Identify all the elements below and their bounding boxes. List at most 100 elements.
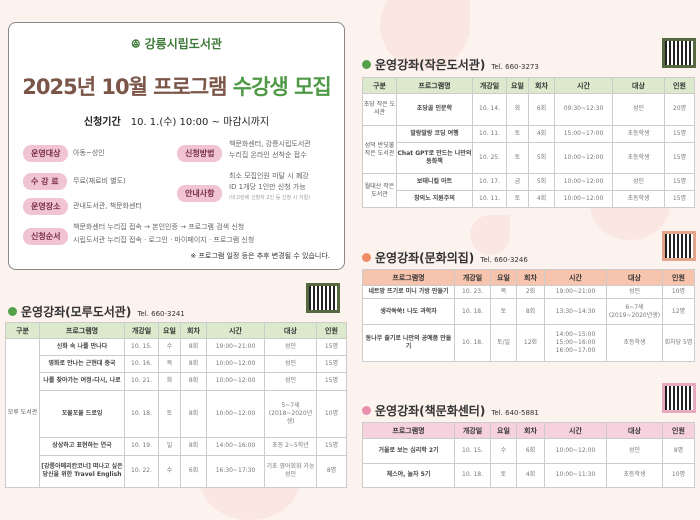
table-cell: 10. 18. xyxy=(454,298,491,325)
qr-code-culture-house[interactable] xyxy=(662,231,696,261)
table-cell: 15명 xyxy=(316,437,347,456)
column-header: 시간 xyxy=(544,422,607,439)
table-cell: 10. 18. xyxy=(454,323,491,363)
table-cell: 성인 xyxy=(606,438,663,464)
section-title-moru: 운영강좌(모루도서관) Tel. 660-3241 xyxy=(8,303,185,320)
table-cell: 4회 xyxy=(516,462,545,488)
table-cell: 12명 xyxy=(662,298,695,325)
column-header: 프로그램명 xyxy=(362,422,455,439)
column-header: 요일 xyxy=(158,322,181,339)
moru-program-table: 구분 프로그램명 개강일 요일 회차 시간 대상 인원 모루 도서관 신화 속 나를 만나다 10.… xyxy=(5,322,347,488)
bullet-icon xyxy=(362,60,371,69)
table-cell: 초등학생 xyxy=(606,462,663,488)
table-cell: 토 xyxy=(158,389,181,439)
table-row: 체스야, 놀자 5기 10. 18. 토 4회 10:00~11:30 초등학생 10명 xyxy=(362,462,695,488)
column-header: 인원 xyxy=(664,77,695,94)
group-cell: 모루 도서관 xyxy=(5,338,40,488)
table-row: 성덕 반딧불 작은 도서관 말랑말랑 코딩 여행 10. 11. 토 4회 15:00~1… xyxy=(362,124,695,175)
table-cell: 10:00~12:00 xyxy=(544,438,607,464)
table-cell: 수 xyxy=(158,454,181,488)
table-cell: 초등학생 xyxy=(612,190,665,208)
table-cell: 10:00~11:30 xyxy=(544,462,607,488)
order-value: 책문화센터 누리집 접속 → 본인인증 → 프로그램 검색 신청 시립도서관 누리… xyxy=(73,223,255,244)
small-libraries-program-table: 구분 프로그램명 개강일 요일 회차 시간 대상 인원 초당 작은 도서관 초당골 인문학 10. … xyxy=(362,77,695,208)
table-cell: 10. 22. xyxy=(124,454,159,488)
table-cell: 화 xyxy=(158,372,181,391)
table-cell: 6~7세 (2019~2020년생) xyxy=(606,298,663,325)
header-row: 구분 프로그램명 개강일 요일 회차 시간 대상 인원 xyxy=(362,77,695,94)
table-cell: 2회 xyxy=(516,284,545,300)
table-cell: 8명 xyxy=(316,454,347,488)
table-cell: 6회 xyxy=(516,438,545,464)
group-cell: 월대산 작은 도서관 xyxy=(362,173,397,208)
qr-code-small-libraries[interactable] xyxy=(662,38,696,68)
program-name-cell: 체스야, 놀자 5기 xyxy=(362,462,455,488)
program-name-cell: 신화 속 나를 만나다 xyxy=(39,337,125,357)
book-culture-center-program-table: 프로그램명 개강일 요일 회차 시간 대상 인원 거울로 보는 심리학 2기 10. 15. 수 6… xyxy=(362,422,695,488)
recruitment-card: ꔮ 강릉시립도서관 2025년 10월 프로그램 수강생 모집 신청기간 10. … xyxy=(8,22,345,270)
bullet-icon xyxy=(362,253,371,262)
program-name-cell: 네트망 뜨기로 미니 가방 만들기 xyxy=(362,284,455,300)
table-cell: 10. 17. xyxy=(472,173,507,192)
program-name-cell: 말랑말랑 코딩 여행 xyxy=(396,124,473,143)
table-cell: 6회 xyxy=(528,93,555,126)
column-header: 대상 xyxy=(606,422,663,439)
logo-icon: ꔮ xyxy=(131,37,145,51)
program-name-cell: 거울로 보는 심리학 2기 xyxy=(362,438,455,464)
table-cell: 8명 xyxy=(662,438,695,464)
table-row: 꼬물꼬물 드로잉 10. 18. 토 8회 10:00~12:00 5~7세 (2018~… xyxy=(6,389,347,439)
bullet-icon xyxy=(8,307,17,316)
table-cell: 14:00~15:00 15:00~16:00 16:00~17:00 xyxy=(544,323,607,363)
table-cell: 15:00~17:00 xyxy=(554,124,613,143)
fee-label: 수 강 료 xyxy=(23,173,67,190)
table-cell: 기초 영어회화 가능 성인 xyxy=(264,454,317,488)
column-header: 프로그램명 xyxy=(396,77,473,94)
table-cell: 14:00~16:00 xyxy=(206,437,265,456)
table-cell: 4회 xyxy=(528,190,555,208)
library-logo: ꔮ 강릉시립도서관 xyxy=(131,37,222,51)
table-row: 네트망 뜨기로 미니 가방 만들기 10. 23. 목 2회 19:00~21:00 성인… xyxy=(362,284,695,300)
table-cell: 10. 18. xyxy=(124,389,159,439)
column-header: 대상 xyxy=(612,77,665,94)
table-row: 생각쑥쑥! 나도 과학자 10. 18. 토 8회 13:30~14:30 6~7세 (2… xyxy=(362,298,695,325)
culture-house-program-table: 프로그램명 개강일 요일 회차 시간 대상 인원 네트망 뜨기로 미니 가방 만들기 10. 2… xyxy=(362,269,695,363)
table-cell: 19:00~21:00 xyxy=(206,337,265,357)
qr-code-moru[interactable] xyxy=(306,283,340,313)
program-name-cell: 동나무 줄기로 나만의 공예품 만들기 xyxy=(362,323,455,363)
table-cell: 10. 16. xyxy=(124,355,159,374)
table-cell: 10:00~12:00 xyxy=(554,173,613,192)
program-name-cell: 나를 찾아가는 여정-다시, 나로 xyxy=(39,372,125,391)
table-cell: 10:00~12:00 xyxy=(554,190,613,208)
column-header: 개강일 xyxy=(454,269,491,286)
program-name-cell: 보태니컬 아트 xyxy=(396,173,473,192)
table-cell: 10. 23. xyxy=(454,284,491,300)
schedule-note: ※ 프로그램 일정 등은 추후 변경될 수 있습니다. xyxy=(190,252,330,260)
table-cell: 16:30~17:30 xyxy=(206,454,265,488)
table-cell: 8회 xyxy=(180,337,207,357)
table-cell: 초등학생 xyxy=(606,323,663,363)
table-cell: 20명 xyxy=(664,93,695,126)
column-header: 회차 xyxy=(528,77,555,94)
table-cell: 8회 xyxy=(180,372,207,391)
target-value: 아동~성인 xyxy=(73,149,105,157)
column-header: 시간 xyxy=(206,322,265,339)
order-label: 신청순서 xyxy=(23,228,69,245)
table-cell: 8회 xyxy=(180,389,207,439)
table-cell: 8회 xyxy=(180,355,207,374)
notice-label: 안내사항 xyxy=(177,185,223,202)
application-period: 신청기간 10. 1.(수) 10:00 ~ 마감시까지 xyxy=(83,117,270,128)
column-header: 프로그램명 xyxy=(362,269,455,286)
column-header: 요일 xyxy=(490,269,517,286)
program-name-cell: [강릉아메리칸코너] 떠나고 싶은 당신을 위한 Travel English xyxy=(39,454,125,488)
table-cell: 10. 18. xyxy=(454,462,491,488)
table-cell: 10명 xyxy=(662,284,695,300)
table-row: 창의노 지원주의 10. 11. 토 4회 10:00~12:00 초등학생 15명 xyxy=(363,190,695,208)
column-header: 요일 xyxy=(490,422,517,439)
qr-code-book-culture-center[interactable] xyxy=(662,383,696,413)
group-cell: 성덕 반딧불 작은 도서관 xyxy=(362,124,397,175)
table-cell: 5회 xyxy=(528,141,555,175)
table-cell: 초등 2~5학년 xyxy=(264,437,317,456)
table-cell: 성인 xyxy=(264,337,317,357)
target-label: 운영대상 xyxy=(23,145,69,162)
table-cell: 8회 xyxy=(516,298,545,325)
